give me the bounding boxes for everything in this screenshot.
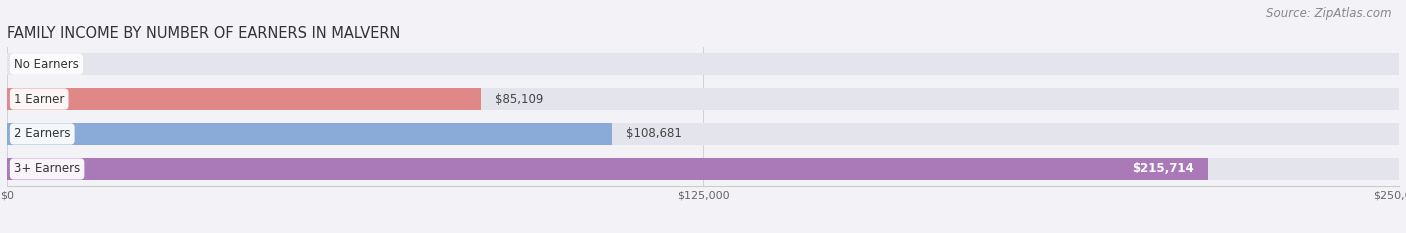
Bar <box>7 53 1399 75</box>
Text: $215,714: $215,714 <box>1132 162 1194 175</box>
Bar <box>7 88 1399 110</box>
Text: $108,681: $108,681 <box>626 127 682 140</box>
Text: 3+ Earners: 3+ Earners <box>14 162 80 175</box>
Bar <box>7 88 481 110</box>
Bar <box>7 123 612 145</box>
Text: $0: $0 <box>42 58 56 71</box>
Text: 1 Earner: 1 Earner <box>14 93 65 106</box>
Bar <box>7 123 1399 145</box>
Text: $85,109: $85,109 <box>495 93 543 106</box>
Bar <box>7 158 1399 180</box>
Text: 2 Earners: 2 Earners <box>14 127 70 140</box>
Text: No Earners: No Earners <box>14 58 79 71</box>
Text: FAMILY INCOME BY NUMBER OF EARNERS IN MALVERN: FAMILY INCOME BY NUMBER OF EARNERS IN MA… <box>7 26 401 41</box>
Bar <box>7 158 1208 180</box>
Text: Source: ZipAtlas.com: Source: ZipAtlas.com <box>1267 7 1392 20</box>
